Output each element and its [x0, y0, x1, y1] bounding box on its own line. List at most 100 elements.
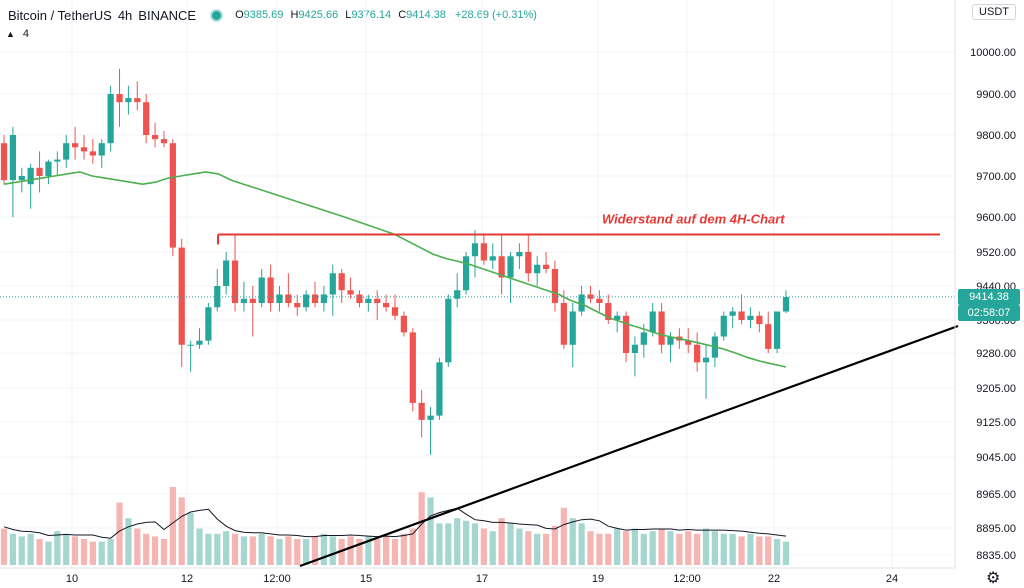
candle-body [489, 256, 496, 261]
candle-body [89, 151, 96, 156]
currency-badge[interactable]: USDT [972, 4, 1016, 20]
volume-bar [258, 533, 265, 565]
volume-bar [454, 518, 461, 565]
candle-body [187, 344, 194, 346]
volume-bar [347, 536, 354, 565]
volume-bar [196, 528, 203, 565]
candle-body [631, 344, 639, 353]
candle-body [267, 277, 274, 303]
candle-body [578, 294, 585, 312]
volume-bar [578, 523, 585, 565]
volume-bar [71, 536, 79, 565]
candle-body [436, 362, 443, 416]
volume-bar [276, 539, 283, 565]
volume-bar [685, 531, 692, 565]
candle-body [702, 357, 710, 363]
ohlc-readout: O9385.69 H9425.66 L9376.14 C9414.38 +28.… [235, 9, 537, 21]
price-axis: 10000.00 9900.00 9800.00 9700.00 9600.00 9520… [970, 47, 1016, 562]
volume-bar [231, 533, 239, 565]
candle-body [160, 139, 168, 144]
candle-body [329, 273, 336, 295]
candle-body [365, 298, 372, 303]
candle-body [169, 143, 176, 248]
volume-bar [587, 531, 594, 565]
candle-body [178, 247, 185, 345]
volume-bar [445, 523, 452, 565]
volume-bar [560, 507, 567, 565]
volume-bar [534, 533, 541, 565]
volume-bar [507, 523, 514, 565]
candle-body [196, 340, 203, 345]
candle-body [507, 256, 514, 278]
candle-body [223, 260, 230, 286]
candle-body [240, 298, 248, 303]
volume-bar [765, 536, 772, 565]
x-tick-label: 19 [592, 573, 604, 585]
volume-bar [782, 541, 790, 565]
volume-bar [676, 533, 683, 565]
candle-body [534, 264, 541, 274]
volume-bar [747, 533, 754, 565]
y-tick-label: 8835.00 [976, 550, 1016, 562]
volume-bar [774, 539, 781, 565]
candle-body [107, 94, 114, 144]
candle-body [409, 332, 416, 403]
candle-body [45, 161, 52, 176]
volume-bar [89, 541, 96, 565]
indicator-count: 4 [22, 28, 30, 40]
volume-bar [471, 523, 479, 565]
chevron-up-icon[interactable]: ▲ [6, 29, 15, 39]
candle-body [516, 252, 523, 257]
indicator-toggle[interactable]: ▲ 4 [6, 28, 29, 40]
y-tick-label: 10000.00 [970, 47, 1016, 59]
volume-bar [36, 539, 43, 565]
candle-body [400, 315, 407, 333]
volume-bar [329, 536, 336, 565]
volume-bar [18, 536, 25, 565]
y-tick-label: 9800.00 [976, 130, 1016, 142]
gear-icon[interactable]: ⚙ [986, 570, 1001, 587]
x-tick-label: 24 [886, 573, 898, 585]
volume-bar [0, 528, 8, 565]
candle-body [640, 332, 647, 345]
volume-bar [480, 528, 487, 565]
candle-body [391, 307, 399, 316]
candle-body [454, 290, 461, 299]
candle-body [374, 298, 381, 303]
volume-bar [640, 533, 647, 565]
volume-bar [418, 492, 425, 565]
volume-bar [391, 539, 399, 565]
volume-average-line [3, 507, 787, 539]
candle-body [694, 344, 701, 363]
candle-body [36, 167, 43, 176]
volume-bar [169, 487, 176, 565]
volume-bar [125, 518, 132, 565]
candle-body [427, 415, 434, 420]
y-tick-label: 9045.00 [976, 452, 1016, 464]
candle-body [738, 311, 745, 320]
volume-bar [702, 528, 710, 565]
candle-body [480, 243, 487, 261]
volume-bar [45, 541, 52, 565]
symbol-name[interactable]: Bitcoin / TetherUS [8, 7, 112, 23]
candle-body [9, 135, 16, 181]
interval-label[interactable]: 4h [117, 7, 133, 23]
volume-bar [80, 539, 88, 565]
candle-body [542, 264, 550, 269]
volume-bar [9, 533, 16, 565]
volume-bar [240, 536, 248, 565]
candle-body [151, 135, 159, 140]
candle-body [765, 324, 772, 349]
volume-bar [409, 528, 416, 565]
candle-body [356, 294, 363, 303]
x-tick-label: 10 [66, 573, 78, 585]
volume-bar [649, 531, 656, 565]
volume-bar [98, 541, 105, 565]
volume-bar [303, 539, 310, 565]
volume-bars [0, 487, 790, 565]
volume-bar [214, 533, 221, 565]
candle-body [747, 315, 754, 320]
candle-body [729, 311, 736, 316]
volume-bar [631, 528, 639, 565]
